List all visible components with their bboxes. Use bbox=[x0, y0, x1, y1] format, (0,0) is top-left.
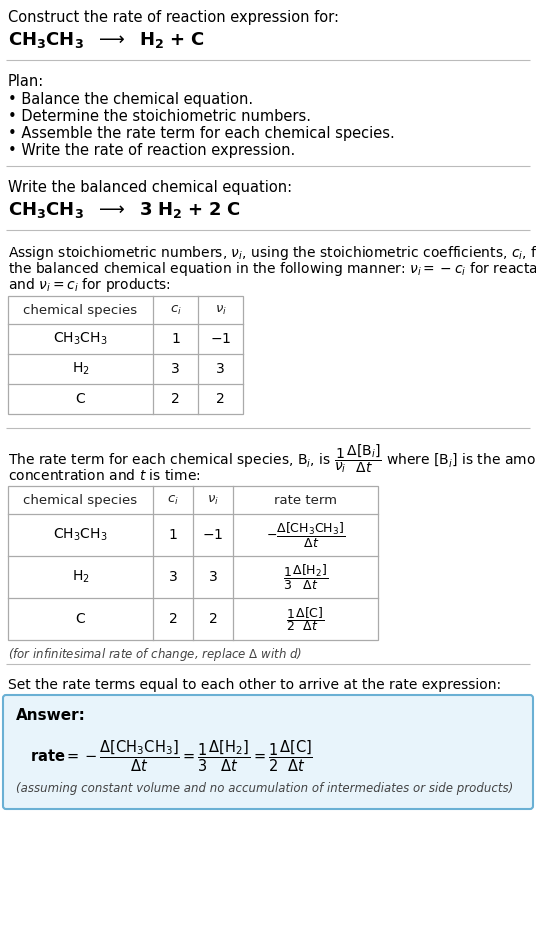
Text: and $\nu_i = c_i$ for products:: and $\nu_i = c_i$ for products: bbox=[8, 276, 171, 294]
Text: 2: 2 bbox=[169, 612, 177, 626]
FancyBboxPatch shape bbox=[3, 695, 533, 809]
Text: $\nu_i$: $\nu_i$ bbox=[207, 494, 219, 506]
Text: • Balance the chemical equation.: • Balance the chemical equation. bbox=[8, 92, 253, 107]
Text: (for infinitesimal rate of change, replace $\Delta$ with $d$): (for infinitesimal rate of change, repla… bbox=[8, 646, 302, 663]
Bar bbox=[8, 296, 243, 414]
Text: 2: 2 bbox=[209, 612, 218, 626]
Text: 3: 3 bbox=[209, 570, 218, 584]
Text: 3: 3 bbox=[171, 362, 180, 376]
Text: $\mathbf{rate} = -\dfrac{\Delta[\mathrm{CH_3CH_3}]}{\Delta t} = \dfrac{1}{3}\dfr: $\mathbf{rate} = -\dfrac{\Delta[\mathrm{… bbox=[30, 738, 313, 774]
Text: chemical species: chemical species bbox=[24, 303, 138, 317]
Text: $\mathrm{CH_3CH_3}$: $\mathrm{CH_3CH_3}$ bbox=[53, 527, 108, 543]
Text: $-1$: $-1$ bbox=[210, 332, 231, 346]
Bar bbox=[8, 486, 378, 640]
Text: $\mathbf{CH_3CH_3}$  $\longrightarrow$  $\mathbf{3}$ $\mathbf{H_2}$ $\mathbf{+}$: $\mathbf{CH_3CH_3}$ $\longrightarrow$ $\… bbox=[8, 200, 241, 220]
Text: C: C bbox=[76, 612, 85, 626]
Text: $\mathbf{CH_3CH_3}$  $\longrightarrow$  $\mathbf{H_2}$ $\mathbf{+}$ $\mathbf{C}$: $\mathbf{CH_3CH_3}$ $\longrightarrow$ $\… bbox=[8, 30, 204, 50]
Text: Plan:: Plan: bbox=[8, 74, 44, 89]
Text: The rate term for each chemical species, $\mathrm{B}_i$, is $\dfrac{1}{\nu_i}\df: The rate term for each chemical species,… bbox=[8, 442, 536, 475]
Text: 2: 2 bbox=[216, 392, 225, 406]
Text: (assuming constant volume and no accumulation of intermediates or side products): (assuming constant volume and no accumul… bbox=[16, 782, 513, 795]
Text: rate term: rate term bbox=[274, 494, 337, 506]
Text: $\mathrm{H_2}$: $\mathrm{H_2}$ bbox=[72, 361, 90, 377]
Text: $c_i$: $c_i$ bbox=[169, 303, 181, 317]
Text: chemical species: chemical species bbox=[24, 494, 138, 506]
Text: $-\dfrac{\Delta[\mathrm{CH_3CH_3}]}{\Delta t}$: $-\dfrac{\Delta[\mathrm{CH_3CH_3}]}{\Del… bbox=[266, 520, 345, 550]
Text: Write the balanced chemical equation:: Write the balanced chemical equation: bbox=[8, 180, 292, 195]
Text: 3: 3 bbox=[169, 570, 177, 584]
Text: $c_i$: $c_i$ bbox=[167, 494, 179, 506]
Text: • Write the rate of reaction expression.: • Write the rate of reaction expression. bbox=[8, 143, 295, 158]
Text: • Assemble the rate term for each chemical species.: • Assemble the rate term for each chemic… bbox=[8, 126, 394, 141]
Text: 1: 1 bbox=[168, 528, 177, 542]
Text: $-1$: $-1$ bbox=[203, 528, 224, 542]
Text: Assign stoichiometric numbers, $\nu_i$, using the stoichiometric coefficients, $: Assign stoichiometric numbers, $\nu_i$, … bbox=[8, 244, 536, 262]
Text: 2: 2 bbox=[171, 392, 180, 406]
Text: the balanced chemical equation in the following manner: $\nu_i = -c_i$ for react: the balanced chemical equation in the fo… bbox=[8, 260, 536, 278]
Text: $\mathrm{CH_3CH_3}$: $\mathrm{CH_3CH_3}$ bbox=[53, 331, 108, 347]
Text: 3: 3 bbox=[216, 362, 225, 376]
Text: $\dfrac{1}{2}\dfrac{\Delta[\mathrm{C}]}{\Delta t}$: $\dfrac{1}{2}\dfrac{\Delta[\mathrm{C}]}{… bbox=[286, 605, 325, 633]
Text: • Determine the stoichiometric numbers.: • Determine the stoichiometric numbers. bbox=[8, 109, 311, 124]
Text: $\dfrac{1}{3}\dfrac{\Delta[\mathrm{H_2}]}{\Delta t}$: $\dfrac{1}{3}\dfrac{\Delta[\mathrm{H_2}]… bbox=[283, 562, 328, 592]
Text: $\nu_i$: $\nu_i$ bbox=[214, 303, 227, 317]
Text: C: C bbox=[76, 392, 85, 406]
Text: Set the rate terms equal to each other to arrive at the rate expression:: Set the rate terms equal to each other t… bbox=[8, 678, 501, 692]
Text: $\mathrm{H_2}$: $\mathrm{H_2}$ bbox=[72, 569, 90, 585]
Text: concentration and $t$ is time:: concentration and $t$ is time: bbox=[8, 468, 200, 483]
Text: Answer:: Answer: bbox=[16, 708, 86, 723]
Text: Construct the rate of reaction expression for:: Construct the rate of reaction expressio… bbox=[8, 10, 339, 25]
Text: 1: 1 bbox=[171, 332, 180, 346]
